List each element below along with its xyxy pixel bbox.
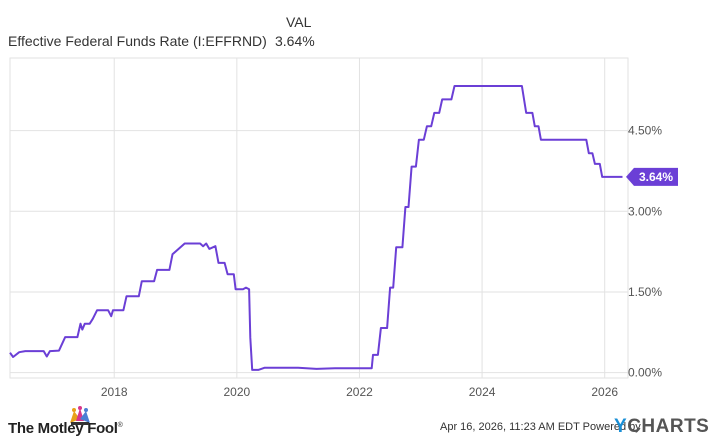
registered-mark: ® bbox=[117, 422, 123, 429]
last-value-label: 3.64% bbox=[639, 170, 673, 184]
timestamp-text: Apr 16, 2026, 11:23 AM EDT Powered by bbox=[440, 421, 641, 433]
motley-fool-wordmark[interactable]: The Motley Fool® bbox=[8, 420, 123, 437]
motley-fool-text: The Motley Fool bbox=[8, 420, 118, 437]
series-layer: 3.64% bbox=[9, 85, 678, 371]
x-tick-label: 2020 bbox=[223, 385, 250, 399]
legend-series-value: 3.64% bbox=[275, 33, 315, 49]
legend-column-header: VAL bbox=[286, 14, 312, 30]
y-tick-label: 3.00% bbox=[628, 204, 662, 218]
ycharts-logo-text: CHARTS bbox=[627, 416, 710, 437]
x-tick-label: 2026 bbox=[591, 385, 618, 399]
y-tick-label: 1.50% bbox=[628, 285, 662, 299]
series-line[interactable] bbox=[9, 85, 623, 371]
plot-frame bbox=[9, 57, 629, 379]
grid-layer bbox=[9, 57, 629, 379]
legend-series-name[interactable]: Effective Federal Funds Rate (I:EFFRND) bbox=[8, 33, 267, 49]
ycharts-logo-y: Y bbox=[614, 416, 628, 437]
last-value-tag bbox=[626, 167, 678, 186]
axis-layer: 0.00% 1.50% 3.00% 4.50% 2018 2020 2022 2024 2026 bbox=[101, 124, 662, 399]
x-tick-label: 2018 bbox=[101, 385, 128, 399]
x-tick-label: 2022 bbox=[346, 385, 373, 399]
y-tick-label: 4.50% bbox=[628, 124, 662, 138]
ycharts-logo[interactable]: YCHARTS bbox=[614, 416, 709, 438]
y-tick-label: 0.00% bbox=[628, 366, 662, 380]
x-tick-label: 2024 bbox=[469, 385, 496, 399]
jester-hat-icon bbox=[70, 406, 90, 425]
